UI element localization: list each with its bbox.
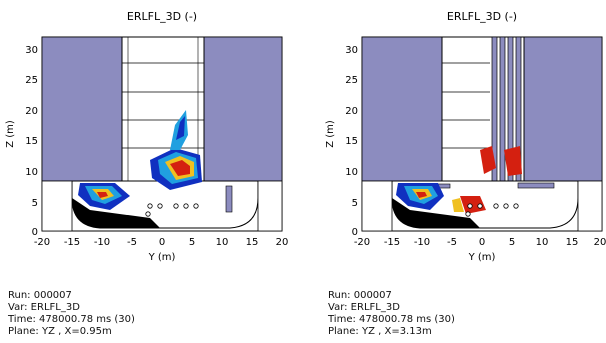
y-tick: 10 [345, 167, 358, 178]
node-markers [145, 203, 199, 217]
x-axis-label: Y (m) [468, 252, 496, 263]
lower-right-block [577, 180, 603, 232]
x-tick: -10 [414, 237, 430, 248]
run-label: Run: 000007 [328, 290, 392, 301]
x-tick: 20 [594, 237, 606, 248]
plot-panel-left: ERLFL_3D (-) [0, 0, 300, 343]
x-tick: -10 [94, 237, 110, 248]
y-tick: 30 [25, 45, 38, 56]
var-label: Var: ERLFL_3D [8, 302, 80, 313]
x-tick: 5 [509, 237, 515, 248]
shaft-floor-lines [442, 62, 490, 149]
x-tick: 5 [189, 237, 195, 248]
left-wall-block [41, 36, 123, 182]
x-tick: 15 [246, 237, 259, 248]
post [225, 185, 233, 213]
chamber-floor [392, 198, 480, 228]
y-tick: 0 [32, 227, 38, 238]
plot-svg-left: ERLFL_3D (-) [5, 10, 289, 263]
run-info: Run: 000007 Var: ERLFL_3D Time: 478000.7… [8, 290, 135, 338]
y-axis-label: Z (m) [325, 120, 336, 148]
y-tick: 20 [345, 106, 358, 117]
y-tick: 5 [32, 198, 38, 209]
run-info: Run: 000007 Var: ERLFL_3D Time: 478000.7… [328, 290, 455, 338]
right-wall-block [203, 36, 283, 182]
y-tick: 30 [345, 45, 358, 56]
plot-title: ERLFL_3D (-) [127, 10, 197, 23]
plot-panel-right: ERLFL_3D (-) [320, 0, 606, 343]
contour-field [78, 110, 202, 210]
contour-field [396, 146, 522, 214]
x-tick: 15 [566, 237, 579, 248]
x-tick: -5 [447, 237, 457, 248]
time-label: Time: 478000.78 ms (30) [8, 314, 135, 325]
y-axis-label: Z (m) [5, 120, 16, 148]
lower-right-block [257, 180, 283, 232]
node-markers [465, 203, 519, 217]
y-tick: 0 [352, 227, 358, 238]
plot-svg-right: ERLFL_3D (-) [325, 10, 606, 263]
left-wall-block [361, 36, 443, 182]
y-tick: 15 [25, 136, 38, 147]
right-wall-block [523, 36, 603, 182]
plot-title: ERLFL_3D (-) [447, 10, 517, 23]
x-tick: -20 [34, 237, 50, 248]
y-tick: 20 [25, 106, 38, 117]
y-tick: 10 [25, 167, 38, 178]
horizontal-beam [517, 182, 555, 189]
x-tick: 20 [276, 237, 289, 248]
x-tick: 0 [479, 237, 485, 248]
x-axis: -20 -15 -10 -5 0 5 10 15 20 [354, 237, 606, 248]
x-tick: 10 [536, 237, 549, 248]
y-tick: 15 [345, 136, 358, 147]
x-tick: 10 [216, 237, 229, 248]
run-label: Run: 000007 [8, 290, 72, 301]
y-tick: 25 [345, 75, 358, 86]
y-axis: 0 5 10 15 20 25 30 [345, 45, 358, 238]
x-axis: -20 -15 -10 -5 0 5 10 15 20 [34, 237, 289, 248]
lower-left-block [361, 180, 393, 232]
plane-label: Plane: YZ , X=0.95m [8, 326, 112, 337]
x-tick: -15 [384, 237, 400, 248]
x-tick: 0 [159, 237, 165, 248]
x-axis-label: Y (m) [148, 252, 176, 263]
time-label: Time: 478000.78 ms (30) [328, 314, 455, 325]
chamber-floor [72, 198, 160, 228]
y-tick: 25 [25, 75, 38, 86]
x-tick: -15 [64, 237, 80, 248]
lower-left-block [41, 180, 73, 232]
x-tick: -5 [127, 237, 137, 248]
y-tick: 5 [352, 198, 358, 209]
y-axis: 0 5 10 15 20 25 30 [25, 45, 38, 238]
x-tick: -20 [354, 237, 370, 248]
var-label: Var: ERLFL_3D [328, 302, 400, 313]
shaft-floor-lines [122, 62, 204, 149]
plane-label: Plane: YZ , X=3.13m [328, 326, 432, 337]
